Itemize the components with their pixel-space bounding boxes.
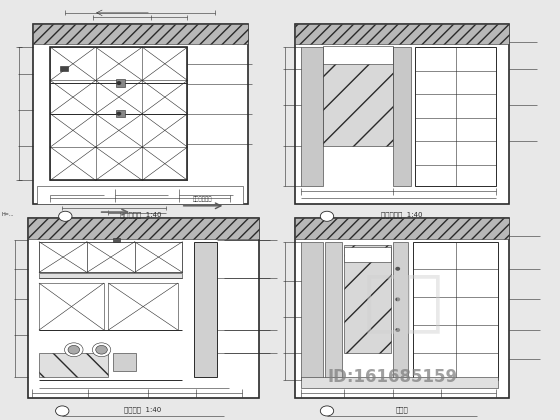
Text: 知洟: 知洟: [363, 269, 444, 335]
Text: 厨年交叉程序: 厨年交叉程序: [193, 196, 213, 202]
Bar: [413, 242, 498, 381]
Bar: [39, 353, 109, 377]
Bar: [344, 247, 391, 262]
Circle shape: [68, 345, 80, 354]
Bar: [60, 66, 68, 71]
Bar: [295, 218, 509, 399]
Bar: [394, 242, 408, 381]
Circle shape: [117, 82, 120, 84]
Circle shape: [396, 268, 399, 270]
Circle shape: [64, 343, 83, 357]
Bar: [87, 242, 134, 273]
Bar: [39, 242, 87, 273]
Bar: [301, 47, 323, 186]
Circle shape: [117, 113, 120, 115]
Text: ID:161685159: ID:161685159: [327, 368, 458, 386]
Bar: [415, 47, 496, 186]
Text: 厨房立面  1:40: 厨房立面 1:40: [124, 406, 162, 412]
Text: 4: 4: [325, 408, 329, 413]
Circle shape: [396, 329, 399, 331]
Bar: [194, 242, 217, 377]
Bar: [301, 242, 323, 381]
Bar: [39, 283, 104, 330]
Circle shape: [320, 211, 334, 221]
Bar: [39, 273, 183, 278]
Bar: [33, 24, 248, 204]
Bar: [323, 47, 394, 146]
Bar: [295, 218, 509, 239]
Text: 立面图: 立面图: [396, 406, 408, 412]
Text: H=...: H=...: [2, 212, 15, 217]
Bar: [116, 79, 125, 87]
Bar: [295, 24, 509, 204]
Bar: [27, 218, 259, 399]
Circle shape: [55, 406, 69, 416]
Circle shape: [396, 298, 399, 301]
Text: 剖面立面图  1:40: 剖面立面图 1:40: [381, 211, 423, 218]
Bar: [109, 283, 178, 330]
Bar: [344, 245, 391, 353]
Bar: [394, 47, 410, 186]
Circle shape: [96, 345, 108, 354]
Bar: [301, 377, 498, 388]
Text: 1: 1: [63, 214, 67, 219]
Bar: [50, 47, 188, 180]
Bar: [33, 24, 248, 45]
Bar: [295, 24, 509, 45]
Bar: [38, 186, 243, 204]
Bar: [325, 242, 342, 381]
Text: 厨房平面图  1:40: 厨房平面图 1:40: [120, 211, 161, 218]
Bar: [39, 242, 183, 273]
Bar: [134, 242, 183, 273]
Text: 2: 2: [325, 214, 329, 219]
Bar: [113, 353, 136, 371]
Circle shape: [92, 343, 111, 357]
Circle shape: [59, 211, 72, 221]
Text: 1: 1: [60, 408, 64, 413]
Bar: [27, 218, 259, 239]
Bar: [323, 46, 394, 64]
Bar: [116, 110, 125, 117]
Bar: [113, 238, 120, 242]
Circle shape: [320, 406, 334, 416]
